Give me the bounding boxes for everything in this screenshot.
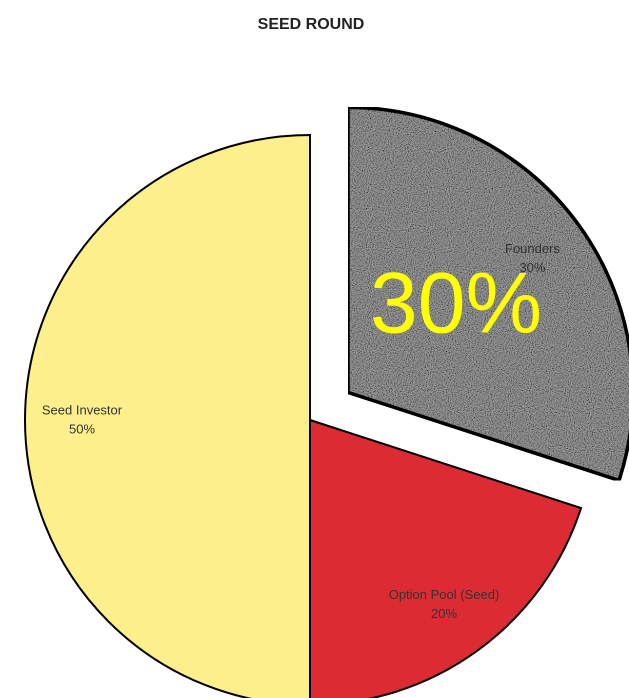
chart-title: SEED ROUND [258,16,365,33]
labels: Founders 30% Option Pool (Seed) 20% Seed Inv… [42,241,561,621]
pie-slice [24,133,311,698]
slice-value-label: 20% [431,606,457,621]
slice-value-label: 50% [69,421,95,436]
pie [24,105,629,698]
slice-label: Seed Investor [42,402,123,417]
slice-value-label: 30% [519,260,545,275]
slice-label: Founders [505,241,560,256]
annotation: 30% [370,256,542,352]
pie-slice [309,418,583,698]
pie-slice [346,105,629,483]
slice-label: Option Pool (Seed) [389,587,500,602]
